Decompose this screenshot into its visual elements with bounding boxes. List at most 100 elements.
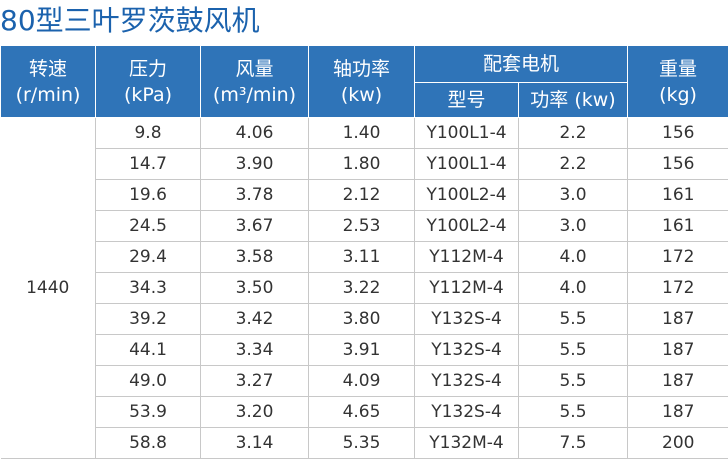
table-cell: 3.34 <box>201 335 309 366</box>
table-cell: 3.90 <box>201 149 309 180</box>
header-name: 风量 <box>201 56 308 82</box>
table-cell: 3.78 <box>201 180 309 211</box>
table-cell: 39.2 <box>96 304 201 335</box>
table-cell: 3.42 <box>201 304 309 335</box>
header-cell: 风量(m³/min) <box>201 46 309 118</box>
table-cell: Y100L2-4 <box>415 211 519 242</box>
table-cell: 4.06 <box>201 118 309 149</box>
table-cell: 3.0 <box>519 180 628 211</box>
header-cell: 型号 <box>415 83 519 118</box>
table-cell: 2.2 <box>519 118 628 149</box>
table-cell: Y112M-4 <box>415 273 519 304</box>
header-row: 转速(r/min) 压力(kPa) 风量(m³/min) 轴功率(kw) 配套电… <box>1 46 728 83</box>
table-cell: 172 <box>628 273 728 304</box>
spec-table: 转速(r/min) 压力(kPa) 风量(m³/min) 轴功率(kw) 配套电… <box>0 45 728 459</box>
table-cell: 4.09 <box>309 366 415 397</box>
table-cell: 3.91 <box>309 335 415 366</box>
header-unit: (kg) <box>628 82 728 108</box>
header-name: 重量 <box>628 56 728 82</box>
table-cell: 3.22 <box>309 273 415 304</box>
table-cell: 1.80 <box>309 149 415 180</box>
table-cell: 161 <box>628 180 728 211</box>
table-cell: 5.5 <box>519 335 628 366</box>
table-cell: 58.8 <box>96 428 201 459</box>
table-cell: Y100L1-4 <box>415 149 519 180</box>
table-cell: Y132S-4 <box>415 397 519 428</box>
table-cell: 3.27 <box>201 366 309 397</box>
table-cell: 2.53 <box>309 211 415 242</box>
table-cell: 19.6 <box>96 180 201 211</box>
table-cell: Y100L1-4 <box>415 118 519 149</box>
header-cell: 轴功率(kw) <box>309 46 415 118</box>
header-name: 转速 <box>1 56 95 82</box>
table-cell: 156 <box>628 118 728 149</box>
table-cell: 53.9 <box>96 397 201 428</box>
header-cell: 配套电机 <box>415 46 628 83</box>
table-cell: 14.7 <box>96 149 201 180</box>
table-cell: Y132S-4 <box>415 366 519 397</box>
table-cell: Y132M-4 <box>415 428 519 459</box>
header-unit: (m³/min) <box>201 82 308 108</box>
header-name: 压力 <box>96 56 200 82</box>
header-cell: 转速(r/min) <box>1 46 96 118</box>
table-cell: 200 <box>628 428 728 459</box>
table-cell: 5.5 <box>519 304 628 335</box>
table-cell: 3.14 <box>201 428 309 459</box>
table-cell: Y132S-4 <box>415 335 519 366</box>
table-cell: 4.65 <box>309 397 415 428</box>
table-cell: 187 <box>628 335 728 366</box>
header-name: 轴功率 <box>309 56 414 82</box>
table-cell: 34.3 <box>96 273 201 304</box>
table-cell: 161 <box>628 211 728 242</box>
table-cell: 24.5 <box>96 211 201 242</box>
table-cell: 3.58 <box>201 242 309 273</box>
table-cell: 5.35 <box>309 428 415 459</box>
table-cell: 5.5 <box>519 397 628 428</box>
table-cell: 9.8 <box>96 118 201 149</box>
table-cell: 187 <box>628 366 728 397</box>
table-cell: 187 <box>628 397 728 428</box>
header-cell: 重量(kg) <box>628 46 728 118</box>
header-unit: (kPa) <box>96 82 200 108</box>
table-cell: 3.20 <box>201 397 309 428</box>
table-cell: Y100L2-4 <box>415 180 519 211</box>
table-cell: 49.0 <box>96 366 201 397</box>
table-cell: 4.0 <box>519 242 628 273</box>
table-cell: 5.5 <box>519 366 628 397</box>
table-cell: 187 <box>628 304 728 335</box>
table-cell: 3.0 <box>519 211 628 242</box>
table-cell: 1.40 <box>309 118 415 149</box>
table-cell: 3.67 <box>201 211 309 242</box>
table-cell: 44.1 <box>96 335 201 366</box>
table-cell: 29.4 <box>96 242 201 273</box>
title: 80型三叶罗茨鼓风机 <box>0 0 260 44</box>
speed-cell: 1440 <box>1 118 96 459</box>
table-cell: 2.2 <box>519 149 628 180</box>
header-unit: (kw) <box>309 82 414 108</box>
table-cell: 4.0 <box>519 273 628 304</box>
table-cell: 3.11 <box>309 242 415 273</box>
table-cell: 156 <box>628 149 728 180</box>
table-cell: Y132S-4 <box>415 304 519 335</box>
header-cell: 功率 (kw) <box>519 83 628 118</box>
header-unit: (r/min) <box>1 82 95 108</box>
table-cell: 3.50 <box>201 273 309 304</box>
table-cell: 2.12 <box>309 180 415 211</box>
table-cell: 172 <box>628 242 728 273</box>
table-cell: 7.5 <box>519 428 628 459</box>
table-cell: Y112M-4 <box>415 242 519 273</box>
table-cell: 3.80 <box>309 304 415 335</box>
